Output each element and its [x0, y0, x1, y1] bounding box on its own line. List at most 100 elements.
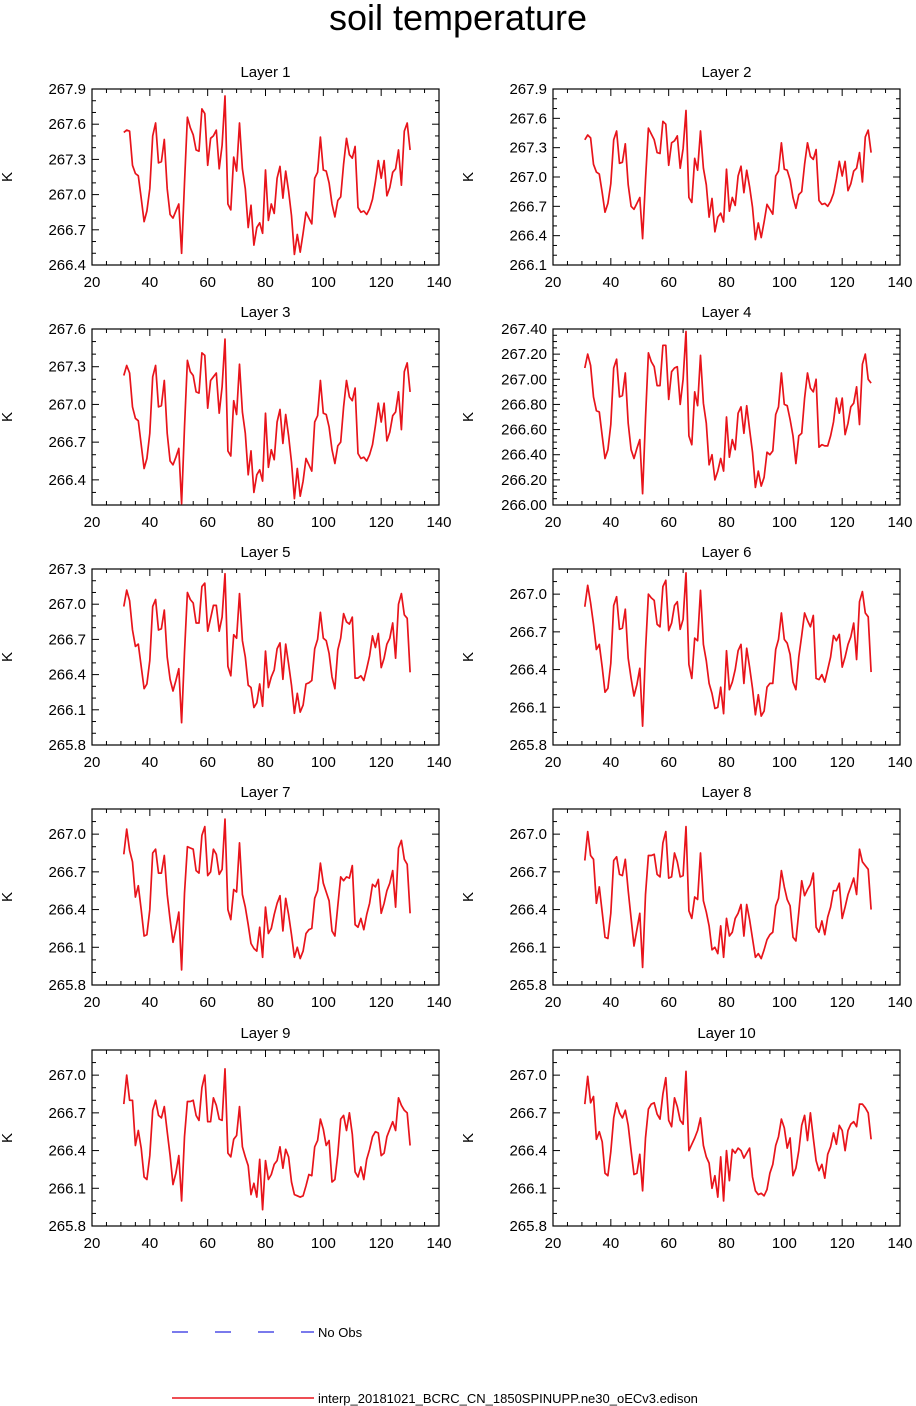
y-tick-label: 265.8 [509, 737, 547, 754]
x-tick-label: 40 [141, 1235, 158, 1252]
y-axis-label: K [460, 172, 477, 182]
y-tick-label: 266.4 [48, 257, 86, 274]
x-tick-label: 40 [141, 754, 158, 771]
y-axis-label: K [460, 1133, 477, 1143]
x-tick-label: 100 [772, 514, 797, 531]
x-tick-label: 20 [84, 754, 101, 771]
x-tick-label: 40 [602, 754, 619, 771]
x-tick-label: 80 [718, 514, 735, 531]
x-tick-label: 60 [199, 754, 216, 771]
x-tick-label: 60 [660, 1235, 677, 1252]
y-tick-label: 266.7 [48, 631, 86, 648]
panel-title: Layer 5 [240, 544, 290, 561]
y-tick-label: 266.1 [509, 939, 547, 956]
legend-model-label: interp_20181021_BCRC_CN_1850SPINUPP.ne30… [318, 1391, 698, 1406]
y-tick-label: 265.8 [48, 977, 86, 994]
y-tick-label: 265.8 [48, 1218, 86, 1235]
series-line [122, 1068, 411, 1211]
x-tick-label: 80 [718, 754, 735, 771]
y-tick-label: 266.1 [509, 257, 547, 274]
series-line [123, 95, 411, 256]
x-tick-label: 100 [311, 994, 336, 1011]
x-tick-label: 80 [257, 274, 274, 291]
x-tick-label: 60 [660, 274, 677, 291]
x-tick-label: 80 [257, 1235, 274, 1252]
x-tick-label: 20 [545, 994, 562, 1011]
x-tick-label: 140 [887, 994, 912, 1011]
panel-title: Layer 8 [701, 784, 751, 801]
panel-1: Layer 1 20 40 60 80 100 120 140 266.4 266.7 267.0 2… [0, 64, 452, 291]
y-tick-label: 267.0 [48, 1067, 86, 1084]
panel-5: Layer 5 20 40 60 80 100 120 140 265.8 266.1 266.4 2… [0, 544, 452, 771]
panel-6: Layer 6 20 40 60 80 100 120 140 265.8 266.1 266.4 2… [460, 544, 913, 771]
panel-4: Layer 4 20 40 60 80 100 120 140 266.00 266.20 266.… [460, 304, 913, 531]
x-tick-label: 140 [426, 1235, 451, 1252]
panel-title: Layer 1 [240, 64, 290, 81]
x-tick-label: 40 [602, 994, 619, 1011]
x-tick-label: 140 [887, 514, 912, 531]
y-tick-label: 267.0 [509, 169, 547, 186]
y-tick-label: 266.7 [509, 864, 547, 881]
x-tick-label: 20 [545, 274, 562, 291]
x-tick-label: 100 [772, 1235, 797, 1252]
y-tick-label: 267.40 [501, 321, 547, 338]
x-tick-label: 80 [257, 754, 274, 771]
x-tick-label: 20 [545, 1235, 562, 1252]
series-line [122, 572, 411, 724]
x-tick-label: 120 [369, 754, 394, 771]
series-line [583, 1070, 872, 1202]
panel-title: Layer 6 [701, 544, 751, 561]
y-tick-label: 266.7 [509, 1105, 547, 1122]
x-tick-label: 60 [199, 994, 216, 1011]
y-tick-label: 266.60 [501, 422, 547, 439]
panels-group: Layer 1 20 40 60 80 100 120 140 266.4 266.7 267.0 2… [0, 64, 913, 1252]
y-tick-label: 266.4 [48, 1143, 86, 1160]
plot-frame [552, 1049, 901, 1227]
y-tick-label: 266.1 [48, 939, 86, 956]
y-tick-label: 266.4 [509, 1143, 547, 1160]
panel-title: Layer 4 [701, 304, 751, 321]
y-axis-label: K [460, 652, 477, 662]
y-tick-label: 267.0 [48, 596, 86, 613]
panel-title: Layer 3 [240, 304, 290, 321]
x-tick-label: 80 [257, 514, 274, 531]
y-axis-label: K [0, 1133, 16, 1143]
panel-2: Layer 2 20 40 60 80 100 120 140 266.1 266.4 266.7 2… [460, 64, 913, 291]
x-tick-label: 140 [426, 994, 451, 1011]
y-tick-label: 267.20 [501, 346, 547, 363]
panel-9: Layer 9 20 40 60 80 100 120 140 265.8 266.1 266.4 2… [0, 1025, 452, 1252]
y-tick-label: 266.4 [48, 472, 86, 489]
y-axis-label: K [0, 412, 16, 422]
y-tick-label: 267.3 [48, 359, 86, 376]
y-tick-label: 266.7 [509, 624, 547, 641]
x-tick-label: 140 [426, 514, 451, 531]
panel-title: Layer 2 [701, 64, 751, 81]
x-tick-label: 40 [141, 274, 158, 291]
x-tick-label: 20 [84, 994, 101, 1011]
x-tick-label: 100 [311, 754, 336, 771]
y-tick-label: 267.0 [48, 187, 86, 204]
x-tick-label: 40 [141, 514, 158, 531]
legend-obs-label: No Obs [318, 1325, 363, 1340]
x-tick-label: 100 [772, 994, 797, 1011]
y-axis-label: K [0, 892, 16, 902]
x-tick-label: 40 [141, 994, 158, 1011]
panel-10: Layer 10 20 40 60 80 100 120 140 265.8 266.1 266.4… [460, 1025, 913, 1252]
y-tick-label: 266.4 [48, 902, 86, 919]
y-tick-label: 267.3 [48, 561, 86, 578]
x-tick-label: 40 [602, 1235, 619, 1252]
series-line [584, 109, 872, 241]
y-axis-label: K [460, 892, 477, 902]
y-tick-label: 266.1 [509, 1180, 547, 1197]
y-tick-label: 265.8 [48, 737, 86, 754]
x-tick-label: 140 [887, 754, 912, 771]
x-tick-label: 140 [887, 1235, 912, 1252]
x-tick-label: 80 [718, 274, 735, 291]
y-tick-label: 267.0 [509, 826, 547, 843]
y-axis-label: K [0, 172, 16, 182]
plot-frame [91, 808, 440, 986]
page-title: soil temperature [328, 0, 588, 38]
x-tick-label: 20 [84, 514, 101, 531]
y-tick-label: 267.6 [48, 321, 86, 338]
x-tick-label: 100 [311, 274, 336, 291]
